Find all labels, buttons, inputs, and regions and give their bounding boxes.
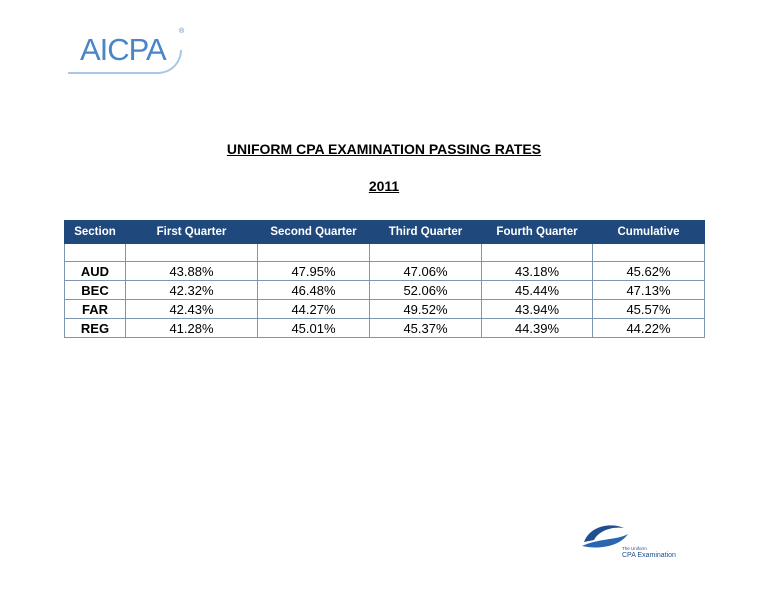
- rate-cell: 44.22%: [592, 318, 705, 338]
- footer-logo-line2: CPA Examination: [622, 552, 676, 559]
- rate-cell: 44.39%: [481, 318, 593, 338]
- blank-row: [64, 243, 705, 262]
- rate-cell: 43.18%: [481, 261, 593, 281]
- rate-cell: 41.28%: [125, 318, 258, 338]
- rate-cell: 45.01%: [257, 318, 370, 338]
- aicpa-logo: AICPA ®: [68, 28, 188, 74]
- rate-cell: 47.13%: [592, 280, 705, 300]
- table-row: FAR 42.43% 44.27% 49.52% 43.94% 45.57%: [64, 299, 705, 319]
- rate-cell: 45.37%: [369, 318, 482, 338]
- col-header: Third Quarter: [369, 220, 482, 244]
- rate-cell: 42.43%: [125, 299, 258, 319]
- rate-cell: 45.44%: [481, 280, 593, 300]
- header-row: Section First Quarter Second Quarter Thi…: [64, 220, 705, 244]
- rate-cell: 52.06%: [369, 280, 482, 300]
- col-header: Second Quarter: [257, 220, 370, 244]
- rate-cell: 49.52%: [369, 299, 482, 319]
- section-cell: BEC: [64, 280, 126, 300]
- logo-swoosh: [68, 50, 182, 74]
- rate-cell: 42.32%: [125, 280, 258, 300]
- uniform-cpa-examination-logo: The Uniform CPA Examination: [582, 525, 676, 559]
- section-cell: AUD: [64, 261, 126, 281]
- section-cell: FAR: [64, 299, 126, 319]
- rate-cell: 44.27%: [257, 299, 370, 319]
- footer-logo-line1: The Uniform: [622, 546, 647, 551]
- rate-cell: 47.06%: [369, 261, 482, 281]
- rate-cell: 45.62%: [592, 261, 705, 281]
- rate-cell: 43.94%: [481, 299, 593, 319]
- section-cell: REG: [64, 318, 126, 338]
- rate-cell: 46.48%: [257, 280, 370, 300]
- table-row: REG 41.28% 45.01% 45.37% 44.39% 44.22%: [64, 318, 705, 338]
- table-row: BEC 42.32% 46.48% 52.06% 45.44% 47.13%: [64, 280, 705, 300]
- col-header: Section: [64, 220, 126, 244]
- rate-cell: 45.57%: [592, 299, 705, 319]
- rate-cell: 43.88%: [125, 261, 258, 281]
- col-header: First Quarter: [125, 220, 258, 244]
- col-header: Cumulative: [592, 220, 705, 244]
- table-row: AUD 43.88% 47.95% 47.06% 43.18% 45.62%: [64, 261, 705, 281]
- passing-rates-table: Section First Quarter Second Quarter Thi…: [64, 220, 705, 338]
- year-heading: 2011: [368, 178, 400, 194]
- registered-mark: ®: [179, 28, 185, 35]
- col-header: Fourth Quarter: [481, 220, 593, 244]
- rate-cell: 47.95%: [257, 261, 370, 281]
- page-title: UNIFORM CPA EXAMINATION PASSING RATES: [226, 141, 542, 157]
